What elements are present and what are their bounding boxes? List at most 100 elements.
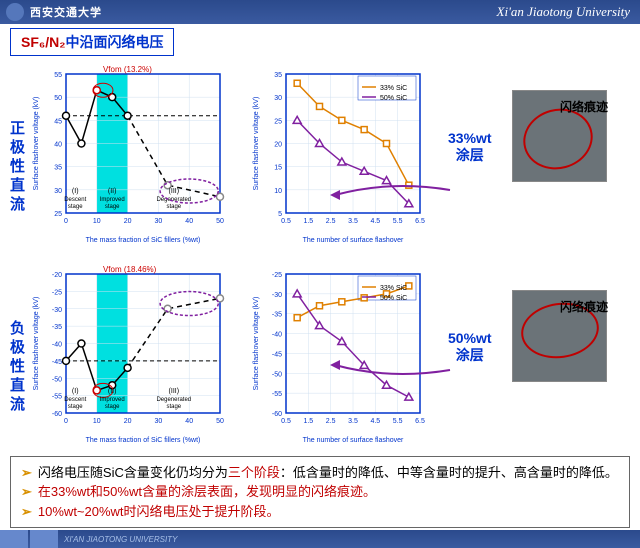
svg-text:-30: -30 (52, 307, 62, 314)
svg-text:25: 25 (54, 211, 62, 218)
title-rest: 中沿面闪络电压 (65, 34, 163, 50)
svg-text:15: 15 (274, 165, 282, 172)
footer-bar: XI'AN JIAOTONG UNIVERSITY (0, 530, 640, 548)
footer-text: XI'AN JIAOTONG UNIVERSITY (64, 535, 177, 544)
svg-text:-45: -45 (272, 351, 282, 358)
svg-text:Surface flashover voltage (kV): Surface flashover voltage (kV) (253, 97, 260, 191)
svg-text:50: 50 (216, 218, 224, 225)
svg-text:-60: -60 (272, 411, 282, 418)
svg-text:Improved: Improved (100, 397, 125, 403)
svg-text:33% SiC: 33% SiC (380, 85, 407, 92)
svg-text:-50: -50 (272, 371, 282, 378)
svg-text:-55: -55 (52, 394, 62, 401)
svg-text:Surface flashover voltage (kV): Surface flashover voltage (kV) (253, 297, 260, 391)
bullet-1: ➢闪络电压随SiC含量变化仍均分为三个阶段：低含量时的降低、中等含量时的提升、高… (21, 463, 619, 483)
svg-text:The number of surface flashove: The number of surface flashover (303, 437, 404, 444)
svg-text:55: 55 (54, 72, 62, 79)
svg-text:10: 10 (274, 188, 282, 195)
bullet-1-red: 三个阶段 (228, 465, 280, 480)
svg-text:Vfom (13.2%): Vfom (13.2%) (103, 65, 152, 74)
svg-text:3.5: 3.5 (348, 418, 358, 425)
svg-text:2.5: 2.5 (326, 218, 336, 225)
svg-text:50: 50 (54, 95, 62, 102)
charts-area: 正极性直流 负极性直流 0102030405025303540455055Vfo… (0, 60, 640, 470)
photo-label-top: 闪络痕迹 (560, 98, 608, 115)
svg-text:-30: -30 (272, 292, 282, 299)
chart-positive-sic-fraction: 0102030405025303540455055Vfom (13.2%)(I)… (28, 60, 228, 245)
arrow-annotation-top (330, 175, 460, 215)
svg-text:-20: -20 (52, 272, 62, 279)
svg-text:Surface flashover voltage (kV): Surface flashover voltage (kV) (33, 297, 40, 391)
svg-text:stage: stage (68, 204, 83, 210)
svg-text:40: 40 (54, 142, 62, 149)
svg-text:0: 0 (64, 418, 68, 425)
bullets-box: ➢闪络电压随SiC含量变化仍均分为三个阶段：低含量时的降低、中等含量时的提升、高… (10, 456, 630, 529)
uni-name-cn: 西安交通大学 (30, 4, 102, 20)
svg-text:Improved: Improved (100, 197, 125, 203)
svg-text:-35: -35 (272, 312, 282, 319)
svg-text:(I): (I) (72, 188, 79, 195)
svg-text:30: 30 (274, 95, 282, 102)
svg-text:30: 30 (54, 188, 62, 195)
side-label-positive: 正极性直流 (6, 120, 27, 215)
svg-text:(I): (I) (72, 388, 79, 395)
svg-text:6.5: 6.5 (415, 218, 425, 225)
uni-name-en: Xi'an Jiaotong University (497, 4, 630, 20)
svg-text:50% SiC: 50% SiC (380, 295, 407, 302)
section-title: SF₆/N₂中沿面闪络电压 (10, 28, 174, 56)
title-row: SF₆/N₂中沿面闪络电压 (0, 24, 640, 60)
title-sf6: SF₆/N₂ (21, 34, 65, 50)
arrow-annotation-bottom (330, 345, 460, 385)
svg-text:(II): (II) (108, 188, 117, 195)
svg-text:stage: stage (166, 404, 181, 410)
svg-text:3.5: 3.5 (348, 218, 358, 225)
uni-logo-icon (6, 3, 24, 21)
bullet-1-post: ：低含量时的降低、中等含量时的提升、高含量时的降低。 (280, 465, 618, 480)
svg-text:40: 40 (185, 218, 193, 225)
svg-text:-55: -55 (272, 391, 282, 398)
svg-text:0.5: 0.5 (281, 418, 291, 425)
svg-text:0: 0 (64, 218, 68, 225)
bullet-2: ➢ 在33%wt和50%wt含量的涂层表面，发现明显的闪络痕迹。 (21, 482, 619, 502)
svg-text:35: 35 (274, 72, 282, 79)
photo-label-bottom: 闪络痕迹 (560, 298, 608, 315)
svg-text:-60: -60 (52, 411, 62, 418)
svg-text:20: 20 (124, 418, 132, 425)
svg-text:-25: -25 (272, 272, 282, 279)
svg-text:The mass fraction of SiC fille: The mass fraction of SiC fillers (%wt) (86, 237, 201, 244)
svg-text:Surface flashover voltage (kV): Surface flashover voltage (kV) (33, 97, 40, 191)
bullet-2-text: 在33%wt和50%wt含量的涂层表面，发现明显的闪络痕迹。 (38, 482, 376, 502)
svg-text:stage: stage (105, 204, 120, 210)
svg-text:10: 10 (93, 218, 101, 225)
bullet-3: ➢10%wt~20%wt时闪络电压处于提升阶段。 (21, 502, 619, 522)
svg-text:-40: -40 (272, 332, 282, 339)
svg-text:The number of surface flashove: The number of surface flashover (303, 237, 404, 244)
svg-text:Degenerated: Degenerated (156, 397, 191, 403)
svg-text:stage: stage (166, 204, 181, 210)
svg-text:-45: -45 (52, 359, 62, 366)
svg-text:6.5: 6.5 (415, 418, 425, 425)
svg-text:-35: -35 (52, 324, 62, 331)
coating-label-33: 33%wt涂层 (448, 130, 492, 164)
header-bar: 西安交通大学 Xi'an Jiaotong University (0, 0, 640, 24)
svg-text:stage: stage (105, 404, 120, 410)
svg-text:The mass fraction of SiC fille: The mass fraction of SiC fillers (%wt) (86, 437, 201, 444)
svg-text:Descent: Descent (64, 397, 86, 403)
svg-text:Vfom (18.46%): Vfom (18.46%) (103, 265, 157, 274)
svg-text:30: 30 (155, 418, 163, 425)
bullet-arrow-icon: ➢ (21, 482, 32, 502)
svg-text:33% SiC: 33% SiC (380, 285, 407, 292)
svg-text:0.5: 0.5 (281, 218, 291, 225)
svg-text:1.5: 1.5 (303, 418, 313, 425)
chart-negative-sic-fraction: 01020304050-60-55-50-45-40-35-30-25-20Vf… (28, 260, 228, 445)
svg-text:10: 10 (93, 418, 101, 425)
svg-text:stage: stage (68, 404, 83, 410)
svg-text:-50: -50 (52, 376, 62, 383)
svg-text:-40: -40 (52, 342, 62, 349)
svg-text:1.5: 1.5 (303, 218, 313, 225)
svg-text:35: 35 (54, 165, 62, 172)
side-label-negative: 负极性直流 (6, 320, 27, 415)
svg-text:(III): (III) (169, 188, 180, 195)
chart-positive-flashover-count: 0.51.52.53.54.55.56.5510152025303533% Si… (248, 60, 428, 245)
bullet-arrow-icon: ➢ (21, 463, 32, 483)
